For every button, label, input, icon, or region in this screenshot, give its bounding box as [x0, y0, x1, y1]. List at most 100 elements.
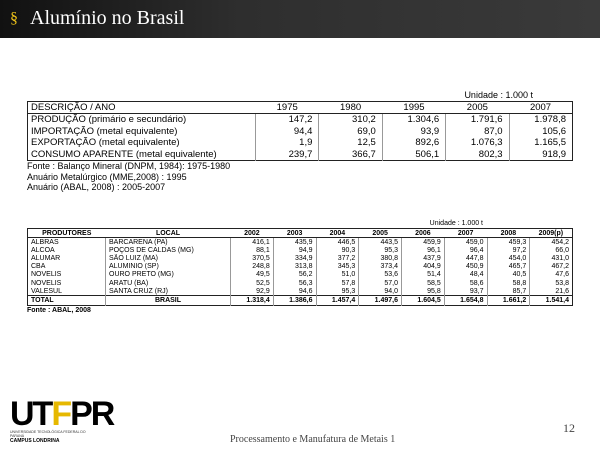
table-cell: 56,2 — [272, 270, 316, 279]
table-cell: 447,8 — [443, 254, 487, 263]
table-cell: 1.497,6 — [358, 295, 402, 305]
table-row: NOVELIS OURO PRETO (MG) 49,5 56,2 51,0 53,6 51… — [28, 270, 573, 279]
table-cell: 147,2 — [254, 113, 319, 126]
table-cell: 58,8 — [486, 278, 530, 288]
table-row: NOVELIS ARATU (BA) 52,5 56,3 57,8 57,0 58,5 58,… — [28, 278, 573, 288]
table-cell: 459,9 — [401, 237, 445, 247]
logo-mark: UTFPR — [10, 395, 115, 433]
table-cell: 239,7 — [254, 148, 319, 161]
table-cell: ALBRAS — [31, 238, 59, 246]
table-cell: 1.165,5 — [508, 137, 573, 149]
table-cell: 1.661,2 — [486, 295, 530, 305]
table-cell: 88,1 — [230, 246, 274, 255]
table-cell: 52,5 — [230, 278, 274, 288]
table-cell: 90,3 — [315, 246, 359, 255]
table-cell: CBA — [31, 263, 46, 271]
table-cell: 892,6 — [381, 137, 446, 149]
table: PRODUTORES LOCAL 2002 2003 2004 2005 2006 2007 2… — [27, 228, 573, 306]
table-producers: Unidade : 1.000 t PRODUTORES LOCAL 2002 200… — [27, 220, 573, 314]
table-cell: 56,3 — [272, 278, 316, 288]
table-cell: 66,0 — [529, 246, 573, 255]
table-cell: BARCARENA (PA) — [105, 237, 231, 247]
table-cell: ALCOA — [31, 246, 55, 254]
table-cell: 93,9 — [381, 125, 446, 137]
column-header: 2006 — [401, 228, 445, 238]
table-cell: 313,8 — [272, 262, 316, 271]
column-header: 2005 — [445, 101, 510, 114]
table-cell: 1.654,8 — [443, 295, 487, 305]
table-row: ALBRAS BARCARENA (PA) 416,1 435,9 446,5 443,5… — [28, 237, 573, 247]
table-row: VALESUL SANTA CRUZ (RJ) 92,9 94,6 95,3 94,0 95… — [28, 287, 573, 296]
table-cell: 310,2 — [318, 113, 383, 126]
unit-label: Unidade : 1.000 t — [464, 90, 533, 100]
column-header: 2003 — [273, 228, 316, 238]
table-cell: NOVELIS — [31, 279, 62, 287]
table-cell: 334,9 — [272, 254, 316, 263]
table-cell: 1,9 — [254, 137, 319, 149]
table-cell: 53,8 — [529, 278, 573, 288]
table-cell: 459,3 — [486, 237, 530, 247]
source: Fonte : ABAL, 2008 — [27, 306, 91, 314]
table-cell: 47,6 — [529, 270, 573, 279]
table-cell: 51,0 — [315, 270, 359, 279]
table-cell: 450,9 — [443, 262, 487, 271]
table-cell: 248,8 — [230, 262, 274, 271]
table-cell: 96,1 — [401, 246, 445, 255]
logo-text: PR — [70, 395, 115, 433]
table-cell: VALESUL — [31, 287, 62, 295]
table-cell: 1.978,8 — [508, 113, 573, 126]
unit-label: Unidade : 1.000 t — [429, 220, 483, 227]
table-row: PRODUÇÃO (primário e secundário) 147,2 310… — [28, 113, 573, 126]
table-cell: 465,7 — [486, 262, 530, 271]
table-cell: 40,5 — [486, 270, 530, 279]
table-cell: 446,5 — [315, 237, 359, 247]
table-cell: 454,0 — [486, 254, 530, 263]
table-cell: 1.386,6 — [272, 295, 316, 305]
table-cell: ALUMAR — [31, 254, 61, 262]
table-cell: 95,3 — [358, 246, 402, 255]
table-row: IMPORTAÇÃO (metal equivalente) 94,4 69,0 93… — [28, 125, 573, 137]
table-cell: 94,6 — [272, 287, 316, 296]
table-cell: 345,3 — [315, 262, 359, 271]
table-cell: 467,2 — [529, 262, 573, 271]
table-row: CONSUMO APARENTE (metal equivalente) 239,… — [28, 148, 573, 161]
table-cell: 435,9 — [272, 237, 316, 247]
table-cell: 377,2 — [315, 254, 359, 263]
table-cell: 1.791,6 — [445, 113, 510, 126]
table-cell: 94,4 — [254, 125, 319, 137]
column-header: 2005 — [358, 228, 402, 238]
table-row: EXPORTAÇÃO (metal equivalente) 1,9 12,5 892… — [28, 137, 573, 149]
table-cell: 416,1 — [230, 237, 274, 247]
table-row: TOTAL BRASIL 1.318,4 1.386,6 1.457,4 1.497,6 1… — [27, 295, 573, 305]
table-cell: 53,6 — [358, 270, 402, 279]
table-cell: SÃO LUIZ (MA) — [105, 254, 231, 263]
table-row: ALCOA POÇOS DE CALDAS (MG) 88,1 94,9 90,3 95,… — [28, 246, 573, 255]
slide-title: Alumínio no Brasil — [30, 7, 185, 29]
table-production: Unidade : 1.000 t DESCRIÇÃO / ANO 1975 198… — [27, 90, 573, 193]
table-cell: 92,9 — [230, 287, 274, 296]
table-cell: 404,9 — [401, 262, 445, 271]
table-cell: 431,0 — [529, 254, 573, 263]
table-cell: 87,0 — [445, 125, 510, 137]
table-cell: SANTA CRUZ (RJ) — [105, 287, 231, 296]
table-cell: 918,9 — [508, 148, 573, 161]
table-cell: 1.304,6 — [381, 113, 446, 126]
title-bar: § Alumínio no Brasil — [0, 0, 600, 38]
table-cell: 454,2 — [529, 237, 573, 247]
page-number: 12 — [563, 421, 575, 435]
logo-text: F — [51, 395, 72, 433]
table-cell: 443,5 — [358, 237, 402, 247]
table-cell: ARATU (BA) — [105, 278, 231, 288]
column-header: 2004 — [316, 228, 359, 238]
column-header: 1975 — [255, 101, 319, 114]
table-cell: 506,1 — [381, 148, 446, 161]
column-header: 2009(p) — [529, 228, 573, 238]
table-cell: BRASIL — [105, 295, 231, 305]
footer-course: Processamento e Manufatura de Metais 1 — [230, 434, 396, 445]
table-cell: 69,0 — [318, 125, 383, 137]
table-cell: 51,4 — [401, 270, 445, 279]
table-cell: 1.076,3 — [445, 137, 510, 149]
table-cell: 380,8 — [358, 254, 402, 263]
column-header: PRODUTORES — [27, 228, 106, 238]
